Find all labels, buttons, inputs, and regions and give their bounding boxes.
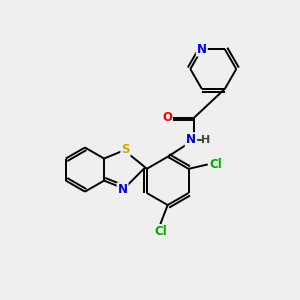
Text: N: N xyxy=(186,133,196,146)
Text: Cl: Cl xyxy=(154,225,167,238)
Text: H: H xyxy=(201,135,210,145)
Text: N: N xyxy=(118,183,128,196)
Text: S: S xyxy=(121,142,130,156)
Text: Cl: Cl xyxy=(210,158,222,171)
Text: N: N xyxy=(197,43,207,56)
Text: O: O xyxy=(162,111,172,124)
